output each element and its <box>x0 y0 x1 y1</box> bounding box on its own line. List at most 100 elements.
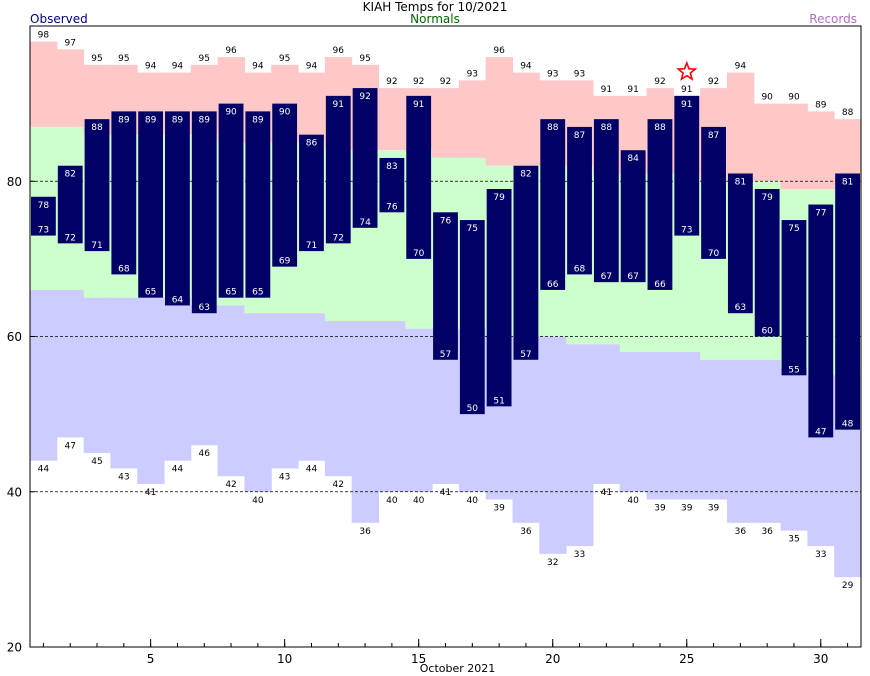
record-low-label-day-15: 40 <box>413 496 425 506</box>
observed-low-label-day-15: 70 <box>413 249 425 259</box>
observed-low-label-day-19: 57 <box>520 350 531 360</box>
x-axis-label: October 2021 <box>420 662 496 675</box>
observed-low-label-day-11: 71 <box>306 241 317 251</box>
record-low-label-day-4: 43 <box>118 472 129 482</box>
record-high-label-day-1: 98 <box>38 31 50 41</box>
axes-layer: 20 40 60 80 5 10 15 20 25 30 October 2021 <box>7 175 849 675</box>
y-tick-label-80: 80 <box>7 175 22 189</box>
observed-high-label-day-27: 81 <box>735 177 746 187</box>
observed-high-label-day-24: 88 <box>654 123 666 133</box>
observed-bar-day-13 <box>352 88 378 228</box>
observed-low-label-day-30: 47 <box>815 427 826 437</box>
x-tick-label-5: 5 <box>147 652 155 666</box>
observed-high-label-day-10: 90 <box>279 108 291 118</box>
observed-bar-day-24 <box>647 119 673 290</box>
record-low-label-day-12: 42 <box>333 480 344 490</box>
observed-high-label-day-29: 75 <box>788 224 799 234</box>
record-low-label-day-7: 46 <box>199 449 211 459</box>
observed-bar-day-2 <box>57 165 83 244</box>
observed-low-label-day-21: 68 <box>574 264 586 274</box>
observed-low-label-day-1: 73 <box>38 226 49 236</box>
observed-low-label-day-20: 66 <box>547 280 559 290</box>
observed-high-label-day-2: 82 <box>64 170 75 180</box>
record-high-label-day-17: 93 <box>467 69 478 79</box>
record-high-band-day-19 <box>512 72 540 166</box>
record-low-label-day-31: 29 <box>842 581 854 591</box>
record-high-label-day-16: 92 <box>440 77 451 87</box>
observed-low-label-day-7: 63 <box>199 303 210 313</box>
observed-high-label-day-26: 87 <box>708 131 719 141</box>
observed-low-label-day-6: 64 <box>172 295 184 305</box>
record-low-band-day-28 <box>753 359 782 523</box>
labels-layer: 98 44 78 73 97 47 82 72 95 45 88 71 95 43 89 68 94 41 89 65… <box>38 31 854 592</box>
record-low-label-day-16: 41 <box>440 488 451 498</box>
observed-low-label-day-27: 63 <box>735 303 746 313</box>
record-low-band-day-13 <box>351 320 379 523</box>
record-low-label-day-13: 36 <box>359 527 371 537</box>
record-high-label-day-15: 92 <box>413 77 424 87</box>
x-tick-label-25: 25 <box>679 652 694 666</box>
record-high-label-day-31: 88 <box>842 108 854 118</box>
observed-low-label-day-5: 65 <box>145 288 156 298</box>
observed-high-label-day-5: 89 <box>145 115 157 125</box>
observed-high-label-day-11: 86 <box>306 139 318 149</box>
observed-low-label-day-10: 69 <box>279 257 291 267</box>
record-high-band-day-14 <box>378 88 406 151</box>
record-low-band-day-1 <box>30 289 58 461</box>
observed-low-label-day-26: 70 <box>708 249 720 259</box>
observed-bar-day-31 <box>835 173 860 430</box>
record-high-label-day-22: 91 <box>601 85 612 95</box>
record-low-label-day-17: 40 <box>467 496 479 506</box>
record-low-band-day-20 <box>539 336 567 554</box>
observed-low-label-day-22: 67 <box>601 272 612 282</box>
observed-low-label-day-12: 72 <box>333 233 344 243</box>
record-high-label-day-26: 92 <box>708 77 719 87</box>
record-low-band-day-3 <box>83 297 111 453</box>
observed-high-label-day-21: 87 <box>574 131 585 141</box>
y-tick-label-60: 60 <box>7 330 22 344</box>
record-low-band-day-8 <box>217 305 245 477</box>
record-high-label-day-19: 94 <box>520 62 532 72</box>
record-low-label-day-11: 44 <box>306 465 318 475</box>
observed-bar-day-4 <box>111 111 137 275</box>
record-high-label-day-8: 96 <box>225 46 237 56</box>
record-high-label-day-10: 95 <box>279 54 290 64</box>
observed-high-label-day-28: 79 <box>761 193 773 203</box>
record-high-label-day-28: 90 <box>761 93 773 103</box>
observed-high-label-day-30: 77 <box>815 209 826 219</box>
observed-bar-day-17 <box>459 220 485 415</box>
record-low-label-day-2: 47 <box>64 441 75 451</box>
record-high-band-day-1 <box>30 41 58 127</box>
observed-bar-day-16 <box>433 212 458 360</box>
observed-high-label-day-4: 89 <box>118 115 130 125</box>
record-low-label-day-14: 40 <box>386 496 398 506</box>
observed-high-label-day-12: 91 <box>333 100 344 110</box>
legend-records: Records <box>809 12 857 26</box>
observed-high-label-day-1: 78 <box>38 201 50 211</box>
record-high-label-day-13: 95 <box>359 54 370 64</box>
observed-low-label-day-17: 50 <box>467 404 479 414</box>
record-high-band-day-27 <box>726 72 755 182</box>
record-high-band-day-18 <box>485 57 514 166</box>
observed-high-label-day-19: 82 <box>520 170 531 180</box>
record-low-label-day-27: 36 <box>735 527 747 537</box>
record-high-band-day-29 <box>780 103 808 190</box>
observed-bar-day-18 <box>486 189 512 407</box>
record-low-label-day-28: 36 <box>761 527 773 537</box>
record-high-band-day-30 <box>807 111 835 190</box>
record-low-band-day-9 <box>244 313 272 492</box>
observed-high-label-day-7: 89 <box>199 115 211 125</box>
record-high-label-day-24: 92 <box>654 77 665 87</box>
record-high-label-day-2: 97 <box>64 38 75 48</box>
record-low-band-day-15 <box>405 328 433 492</box>
record-low-label-day-6: 44 <box>172 465 184 475</box>
observed-bar-day-28 <box>754 189 780 337</box>
observed-bar-day-12 <box>325 95 351 244</box>
observed-bar-day-29 <box>781 220 807 376</box>
record-low-band-day-21 <box>566 344 594 547</box>
legend-normals: Normals <box>410 12 460 26</box>
observed-low-label-day-25: 73 <box>681 226 692 236</box>
observed-high-label-day-31: 81 <box>842 177 853 187</box>
record-low-band-day-26 <box>700 359 728 500</box>
record-low-band-day-6 <box>164 297 192 461</box>
